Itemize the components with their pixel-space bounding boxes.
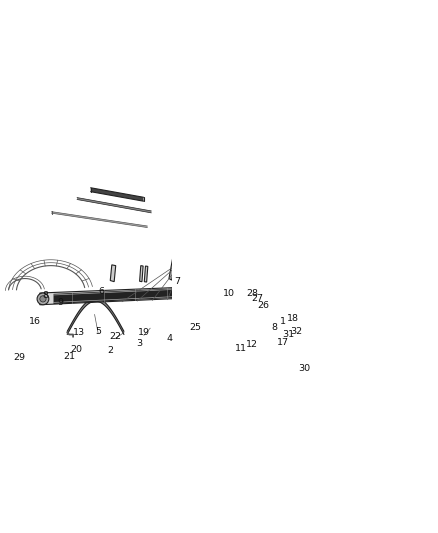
Text: 11: 11 xyxy=(235,344,247,353)
Polygon shape xyxy=(169,257,176,280)
Text: 12: 12 xyxy=(246,340,258,349)
Text: 28: 28 xyxy=(246,289,258,298)
Text: 1: 1 xyxy=(280,317,286,326)
Text: 21: 21 xyxy=(63,352,75,361)
Circle shape xyxy=(40,296,46,302)
Text: 13: 13 xyxy=(73,328,85,337)
Text: 29: 29 xyxy=(14,353,25,362)
Text: 31: 31 xyxy=(283,330,295,340)
Polygon shape xyxy=(140,265,143,281)
Text: 30: 30 xyxy=(298,364,311,373)
Polygon shape xyxy=(67,298,124,335)
Text: 32: 32 xyxy=(290,327,303,336)
Text: 3: 3 xyxy=(137,340,143,349)
Text: 27: 27 xyxy=(252,294,264,303)
Text: 22: 22 xyxy=(110,332,121,341)
Text: 19: 19 xyxy=(138,328,150,337)
Text: 10: 10 xyxy=(223,289,235,298)
Text: 16: 16 xyxy=(29,317,41,326)
Text: 6: 6 xyxy=(99,287,105,296)
Text: 8: 8 xyxy=(272,323,278,332)
Text: 18: 18 xyxy=(287,314,300,323)
Polygon shape xyxy=(52,212,148,228)
Text: 4: 4 xyxy=(167,334,173,343)
Text: 25: 25 xyxy=(190,323,201,332)
Text: 8: 8 xyxy=(42,291,49,300)
Text: 2: 2 xyxy=(107,346,113,356)
Polygon shape xyxy=(77,198,152,213)
Text: 9: 9 xyxy=(57,297,64,306)
Polygon shape xyxy=(91,188,144,201)
Text: 26: 26 xyxy=(258,302,270,310)
Text: 7: 7 xyxy=(175,277,180,286)
Text: 5: 5 xyxy=(95,327,102,336)
Polygon shape xyxy=(110,265,116,281)
Text: 17: 17 xyxy=(277,338,289,347)
Polygon shape xyxy=(53,285,257,304)
Polygon shape xyxy=(40,284,263,305)
Polygon shape xyxy=(241,288,244,292)
Polygon shape xyxy=(144,266,148,282)
Circle shape xyxy=(37,293,49,305)
Text: 20: 20 xyxy=(70,345,82,354)
Polygon shape xyxy=(177,273,192,280)
